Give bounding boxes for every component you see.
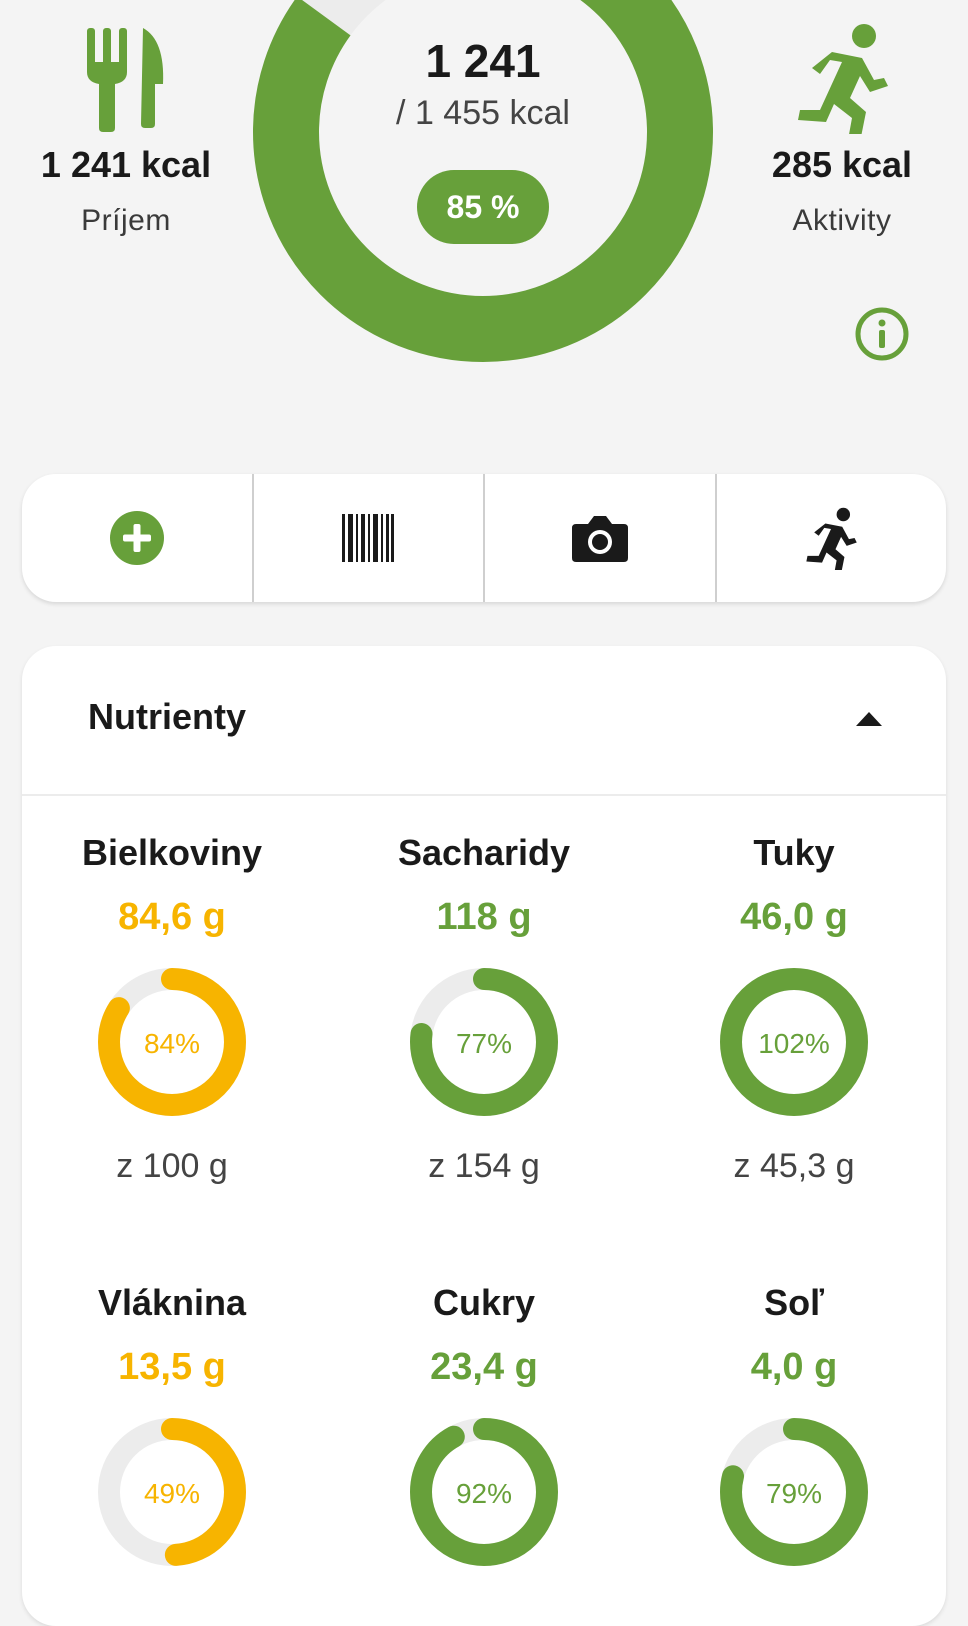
- nutrient-ring: 92%: [410, 1418, 558, 1566]
- nutrient-value: 84,6 g: [118, 896, 226, 938]
- calorie-percent-badge: 85 %: [417, 170, 549, 244]
- add-activity-button[interactable]: [717, 474, 947, 602]
- nutrient-percent: 92%: [456, 1478, 512, 1509]
- nutrient-value: 13,5 g: [118, 1346, 226, 1388]
- nutrient-goal: z 45,3 g: [733, 1147, 855, 1185]
- nutrient-value: 46,0 g: [740, 896, 848, 938]
- camera-icon: [571, 516, 628, 562]
- camera-button[interactable]: [485, 474, 717, 602]
- nutrients-card: Nutrienty: [22, 646, 946, 1626]
- nutrients-header[interactable]: Nutrienty: [22, 646, 946, 796]
- chevron-up-icon[interactable]: [854, 708, 884, 728]
- nutrient-goal: z 100 g: [116, 1147, 228, 1185]
- nutrient-fiber[interactable]: Vláknina 13,5 g 49%: [22, 1282, 322, 1567]
- scan-barcode-button[interactable]: [254, 474, 485, 602]
- intake-summary[interactable]: 1 241 kcal Príjem: [16, 22, 236, 238]
- intake-value: 1 241 kcal: [40, 144, 212, 185]
- nutrient-carbs[interactable]: Sacharidy 118 g 77% z 154 g: [334, 832, 634, 1186]
- activity-value: 285 kcal: [771, 144, 913, 185]
- nutrient-value: 23,4 g: [430, 1346, 538, 1388]
- nutrient-ring: 84%: [98, 968, 246, 1116]
- calorie-center: 1 241 / 1 455 kcal: [252, 34, 714, 133]
- nutrient-name: Soľ: [764, 1282, 824, 1323]
- activity-summary[interactable]: 285 kcal Aktivity: [732, 22, 952, 238]
- nutrient-goal: z 154 g: [428, 1147, 540, 1185]
- running-person-icon: [798, 24, 888, 134]
- calories-consumed: 1 241: [425, 35, 541, 87]
- intake-label: Príjem: [81, 204, 171, 237]
- nutrient-ring: 79%: [720, 1418, 868, 1566]
- nutrient-value: 118 g: [436, 896, 532, 938]
- nutrient-name: Sacharidy: [397, 832, 571, 873]
- calories-goal: / 1 455 kcal: [396, 94, 570, 132]
- quick-action-bar: [22, 474, 946, 602]
- fork-knife-icon: [87, 28, 164, 132]
- nutrient-protein[interactable]: Bielkoviny 84,6 g 84% z 100 g: [22, 832, 322, 1186]
- nutrient-percent: 49%: [144, 1478, 200, 1509]
- nutrient-name: Cukry: [432, 1282, 536, 1323]
- calorie-ring[interactable]: [252, 0, 714, 370]
- nutrient-percent: 77%: [456, 1028, 512, 1059]
- info-icon[interactable]: [854, 306, 910, 362]
- nutrient-name: Vláknina: [97, 1282, 247, 1323]
- add-food-button[interactable]: [22, 474, 254, 602]
- nutrient-value: 4,0 g: [750, 1346, 838, 1388]
- activity-label: Aktivity: [792, 204, 892, 237]
- plus-circle-icon: [109, 511, 164, 565]
- nutrient-percent: 102%: [758, 1028, 830, 1059]
- nutrient-ring: 77%: [410, 968, 558, 1116]
- running-person-icon: [806, 507, 858, 570]
- barcode-icon: [342, 514, 395, 562]
- nutrient-salt[interactable]: Soľ 4,0 g 79%: [644, 1282, 944, 1567]
- nutrient-percent: 84%: [144, 1028, 200, 1059]
- nutrient-percent: 79%: [766, 1478, 822, 1509]
- calorie-ring-progress: [253, 0, 713, 362]
- nutrient-ring: 102%: [720, 968, 868, 1116]
- nutrient-sugar[interactable]: Cukry 23,4 g 92%: [334, 1282, 634, 1567]
- nutrient-fat[interactable]: Tuky 46,0 g 102% z 45,3 g: [644, 832, 944, 1186]
- nutrients-title: Nutrienty: [88, 696, 247, 737]
- nutrient-name: Bielkoviny: [81, 832, 263, 873]
- nutrient-ring: 49%: [98, 1418, 246, 1566]
- nutrient-name: Tuky: [753, 832, 835, 873]
